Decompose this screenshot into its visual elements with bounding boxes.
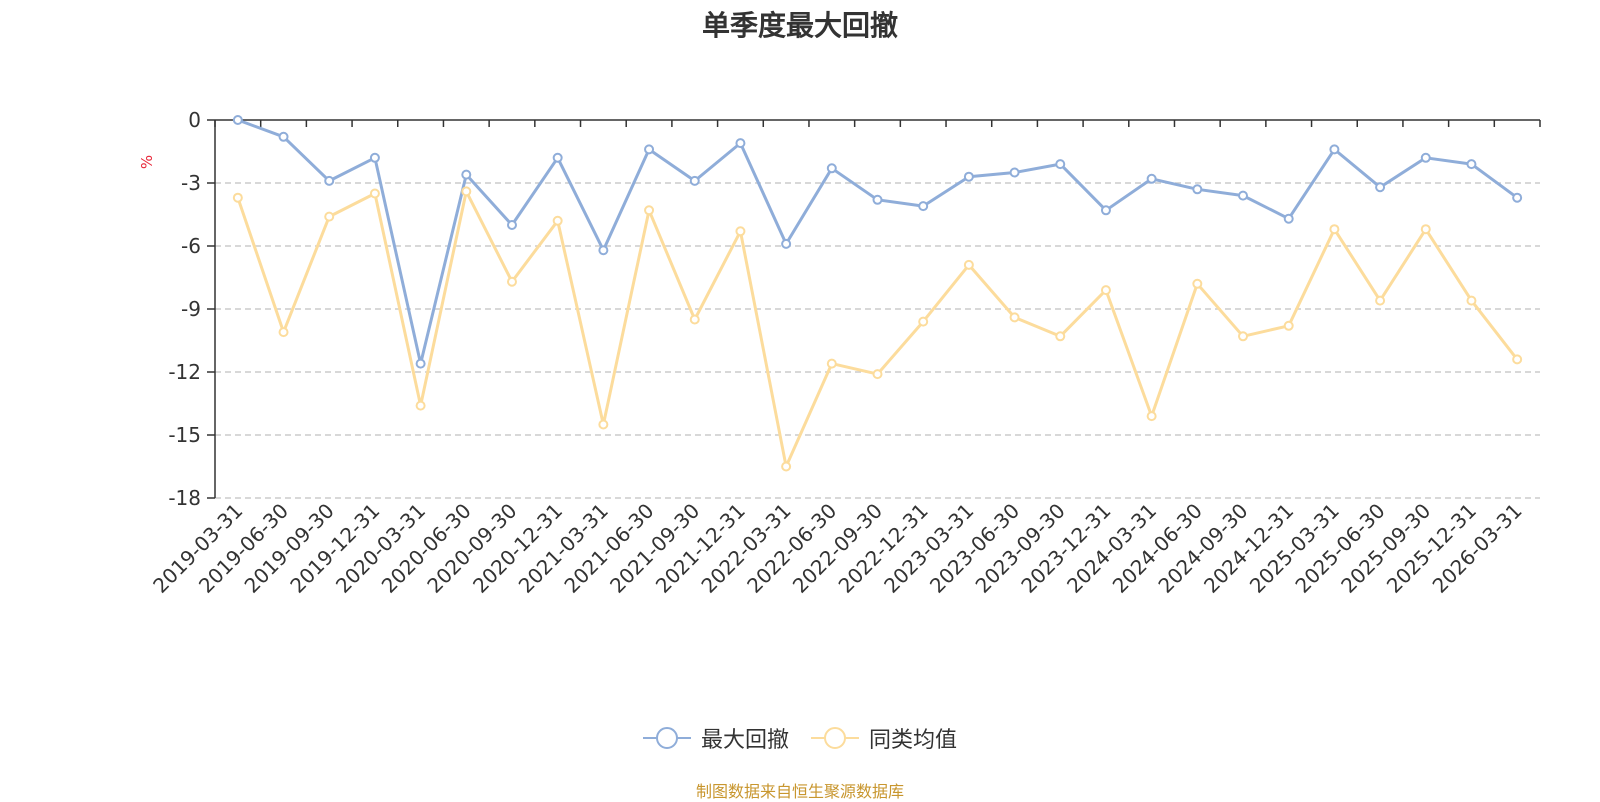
data-point xyxy=(1192,278,1203,289)
data-point xyxy=(1238,331,1249,342)
data-point xyxy=(1375,182,1386,193)
legend-item-peer-average[interactable]: 同类均值 xyxy=(811,722,957,754)
data-point xyxy=(278,131,289,142)
legend-label: 同类均值 xyxy=(869,728,958,753)
legend-line-marker-icon xyxy=(811,727,859,749)
data-point xyxy=(826,358,837,369)
legend-label: 最大回撤 xyxy=(700,728,789,753)
series-line-0 xyxy=(237,118,1519,366)
data-point xyxy=(1100,205,1111,216)
data-point xyxy=(1009,312,1020,323)
data-point xyxy=(1238,190,1249,201)
data-point xyxy=(644,205,655,216)
data-point xyxy=(598,245,609,256)
data-point xyxy=(1512,354,1523,365)
data-point xyxy=(781,461,792,472)
data-point xyxy=(1009,167,1020,178)
data-point xyxy=(1420,224,1431,235)
data-point xyxy=(232,192,243,203)
y-tick-label: -9 xyxy=(181,297,201,321)
data-point xyxy=(324,211,335,222)
data-point xyxy=(1375,295,1386,306)
y-tick-label: 0 xyxy=(188,108,201,132)
data-point xyxy=(506,220,517,230)
data-point xyxy=(1146,173,1157,184)
data-point xyxy=(506,276,517,287)
data-point xyxy=(1466,295,1477,306)
y-tick-label: -12 xyxy=(168,360,201,384)
data-point xyxy=(781,238,792,249)
data-point xyxy=(1146,411,1157,422)
data-point xyxy=(735,226,746,237)
legend-line-marker-icon xyxy=(642,727,691,749)
data-point xyxy=(232,115,243,125)
data-point xyxy=(461,186,472,197)
data-point xyxy=(918,201,929,212)
y-axis-unit-label: % xyxy=(138,155,156,169)
data-point xyxy=(324,175,335,186)
chart-title: 单季度最大回撤 xyxy=(701,9,898,42)
legend-item-max-drawdown[interactable]: 最大回撤 xyxy=(642,722,789,754)
data-point xyxy=(918,316,929,327)
data-point xyxy=(1283,320,1294,331)
data-point xyxy=(369,188,380,199)
data-point xyxy=(1055,331,1066,342)
data-point xyxy=(552,215,563,226)
data-point xyxy=(689,314,700,325)
y-tick-label: -15 xyxy=(168,423,201,447)
source-footer: 制图数据来自恒生聚源数据库 xyxy=(695,782,904,801)
data-point xyxy=(415,400,426,411)
data-point xyxy=(1283,213,1294,224)
data-point xyxy=(1329,224,1340,235)
data-point xyxy=(598,419,609,430)
data-point xyxy=(1100,285,1111,296)
data-point xyxy=(735,138,746,149)
data-point xyxy=(872,194,883,205)
data-point xyxy=(1055,159,1066,170)
data-point xyxy=(1466,159,1477,170)
grid-lines xyxy=(215,182,1540,499)
data-point xyxy=(644,144,655,155)
legend: 最大回撤 同类均值 xyxy=(0,722,1600,754)
data-point xyxy=(826,163,837,174)
data-point xyxy=(963,259,974,270)
data-point xyxy=(552,152,563,163)
data-point xyxy=(1329,144,1340,155)
data-point xyxy=(461,169,472,180)
data-point xyxy=(369,152,380,163)
data-point xyxy=(872,369,883,380)
axes: 0-3-6-9-12-15-182019-03-312019-06-302019… xyxy=(148,108,1541,598)
data-point xyxy=(415,358,426,369)
data-point xyxy=(689,175,700,186)
data-point xyxy=(1512,192,1523,203)
series xyxy=(232,115,1523,472)
data-point xyxy=(1420,152,1431,163)
data-point xyxy=(278,327,289,338)
y-tick-label: -18 xyxy=(168,486,201,510)
y-tick-label: -3 xyxy=(181,171,201,195)
y-tick-label: -6 xyxy=(181,234,201,258)
data-point xyxy=(963,171,974,182)
data-point xyxy=(1192,184,1203,195)
